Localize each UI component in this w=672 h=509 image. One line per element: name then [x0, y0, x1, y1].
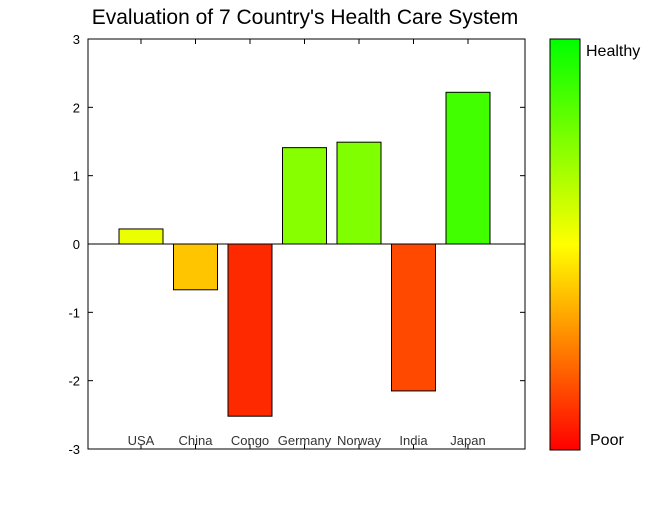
y-tick-label: 2	[73, 100, 80, 115]
bar-japan	[445, 91, 491, 245]
x-category-label: Congo	[231, 433, 269, 448]
bar-congo	[227, 243, 273, 417]
bar-china	[173, 243, 218, 291]
bar-india	[391, 243, 436, 392]
x-category-label: Japan	[450, 433, 485, 448]
bar-norway	[336, 141, 382, 245]
colorbar-bottom-label: Poor	[590, 432, 624, 449]
y-tick-label: 0	[73, 237, 80, 252]
x-category-label: USA	[128, 433, 155, 448]
chart-title: Evaluation of 7 Country's Health Care Sy…	[92, 6, 519, 29]
x-category-label: Germany	[278, 433, 332, 448]
bars	[118, 91, 491, 417]
x-axis-labels: USA China Congo Germany Norway India Japan	[128, 39, 486, 449]
x-category-label: India	[399, 433, 428, 448]
y-tick-label: 3	[73, 32, 80, 47]
y-tick-label: -1	[68, 305, 80, 320]
x-category-label: China	[179, 433, 214, 448]
y-tick-label: -3	[68, 442, 80, 457]
y-tick-label: 1	[73, 169, 80, 184]
colorbar	[549, 38, 581, 451]
colorbar-top-label: Healthy	[586, 43, 640, 60]
y-tick-label: -2	[68, 374, 80, 389]
bar-usa	[118, 228, 164, 245]
x-category-label: Norway	[337, 433, 382, 448]
bar-germany	[282, 147, 327, 245]
